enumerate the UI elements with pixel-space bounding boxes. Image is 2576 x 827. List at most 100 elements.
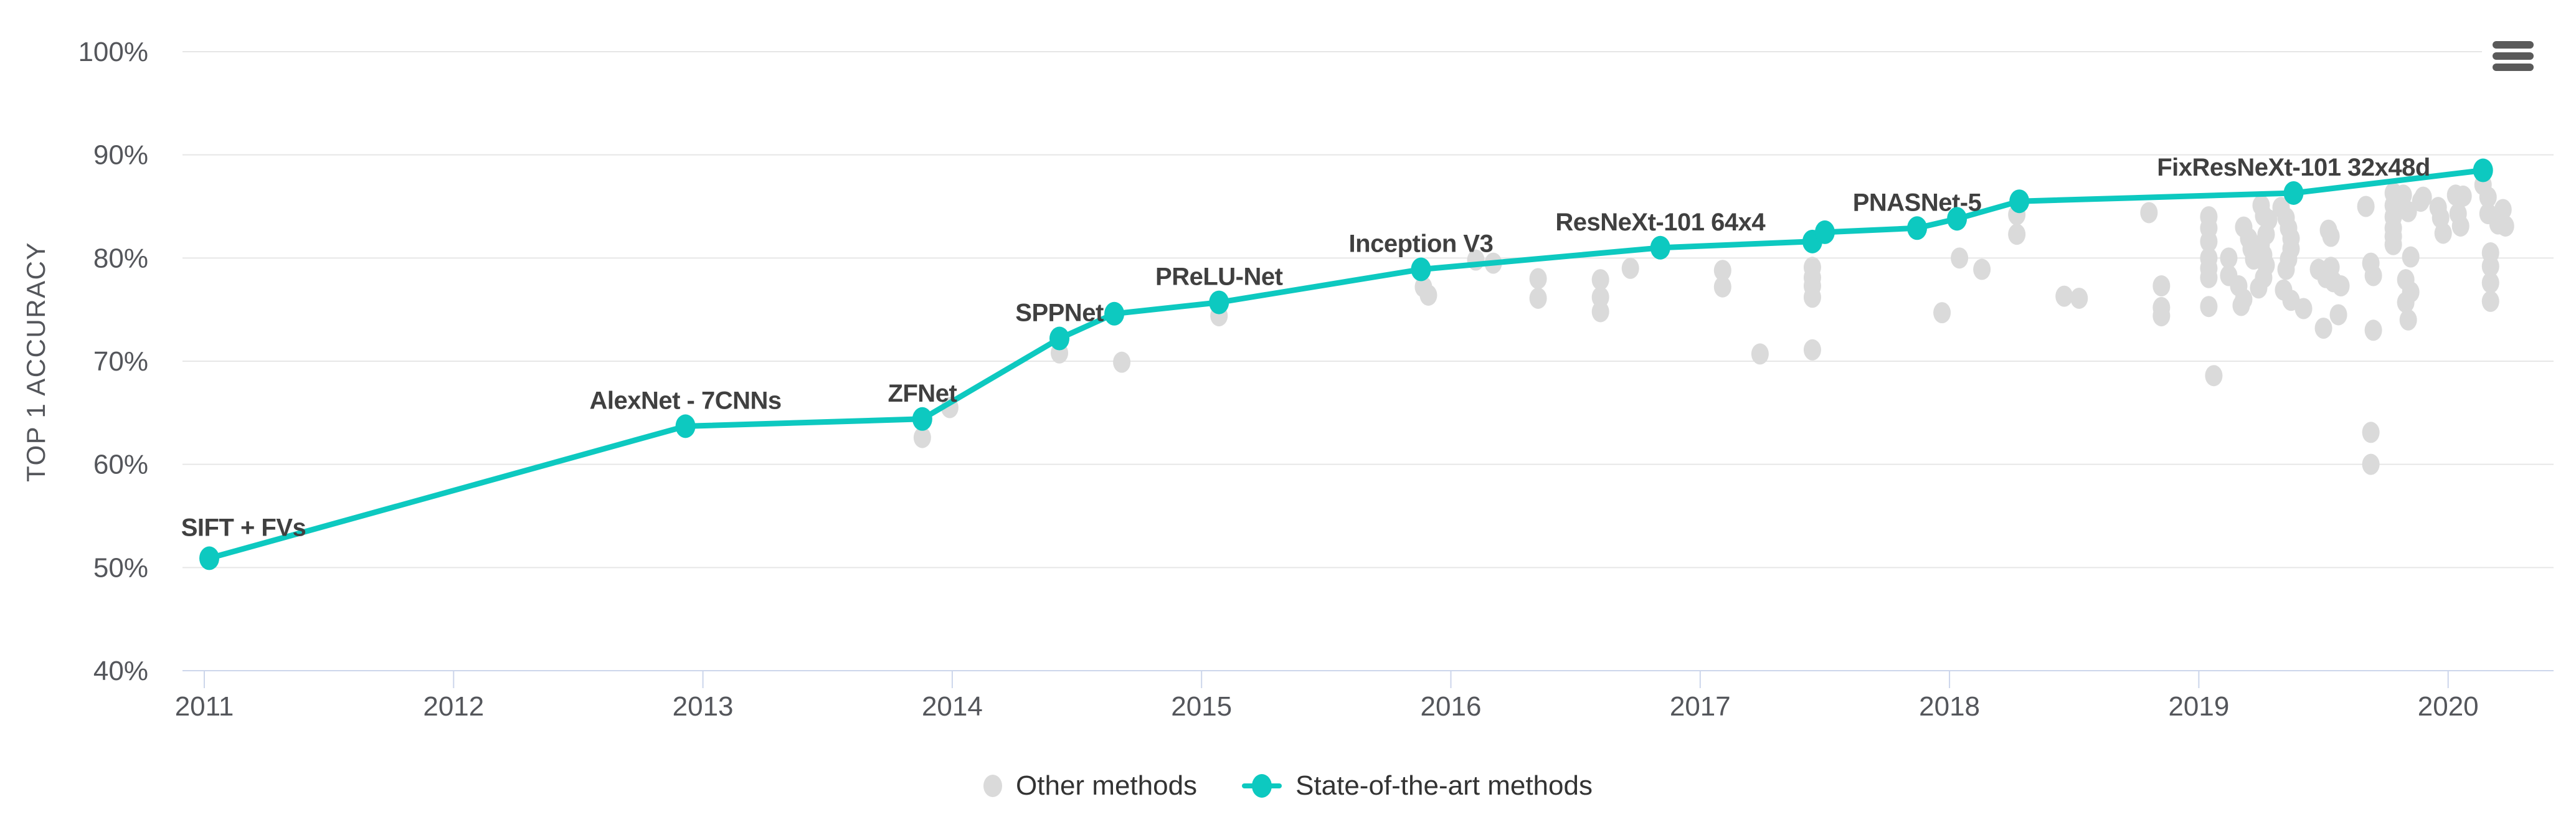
legend-item-sota-methods[interactable]: State-of-the-art methods: [1242, 767, 1593, 805]
y-axis-tick-label: 70%: [93, 346, 148, 377]
sota-point[interactable]: [912, 407, 932, 431]
other-method-point[interactable]: [2200, 230, 2218, 252]
other-method-point[interactable]: [1803, 339, 1821, 361]
other-method-point[interactable]: [2152, 305, 2171, 327]
other-method-point[interactable]: [2362, 453, 2380, 475]
legend-item-other-methods[interactable]: Other methods: [983, 767, 1197, 805]
other-method-point[interactable]: [2451, 215, 2469, 237]
sota-point[interactable]: [1814, 220, 1835, 244]
other-method-point[interactable]: [2200, 267, 2218, 288]
sota-point[interactable]: [1104, 301, 1125, 326]
other-method-point[interactable]: [2140, 202, 2158, 224]
x-axis-tick-label: 2014: [922, 691, 983, 722]
sota-point-label: PReLU-Net: [1155, 263, 1283, 291]
other-method-point[interactable]: [2220, 247, 2238, 269]
y-axis-title: TOP 1 ACCURACY: [21, 242, 50, 482]
sota-point[interactable]: [675, 414, 696, 438]
sota-point[interactable]: [1049, 326, 1070, 351]
sota-point-label: SIFT + FVs: [181, 514, 306, 541]
sota-point-label: AlexNet - 7CNNs: [590, 387, 782, 414]
other-method-point[interactable]: [2481, 290, 2499, 312]
other-method-point[interactable]: [2357, 196, 2375, 217]
other-method-point[interactable]: [2008, 224, 2026, 245]
y-axis-tick-label: 60%: [93, 450, 148, 480]
y-axis-tick-label: 80%: [93, 243, 148, 273]
other-method-point[interactable]: [2414, 186, 2432, 208]
other-method-point[interactable]: [1951, 247, 1969, 269]
other-method-point[interactable]: [2364, 319, 2382, 341]
other-method-point[interactable]: [2235, 288, 2253, 310]
other-method-point[interactable]: [2329, 304, 2347, 326]
sota-point-label: Inception V3: [1349, 230, 1494, 258]
other-method-point[interactable]: [1591, 269, 1609, 291]
legend-label: Other methods: [1016, 770, 1198, 801]
x-axis-tick-label: 2016: [1421, 691, 1482, 722]
other-method-point[interactable]: [2384, 234, 2402, 255]
other-method-point[interactable]: [2394, 184, 2412, 206]
other-method-point[interactable]: [2454, 185, 2472, 207]
sota-point-label: ZFNet: [888, 380, 957, 407]
sota-point[interactable]: [2009, 189, 2030, 214]
sota-line-dot-icon: [1242, 773, 1282, 798]
hamburger-icon: [2493, 64, 2534, 71]
other-method-point[interactable]: [1591, 301, 1609, 323]
other-method-point[interactable]: [2434, 222, 2452, 244]
sota-point[interactable]: [1907, 216, 1928, 240]
x-axis-tick-label: 2011: [175, 691, 234, 722]
chart-menu-button[interactable]: [2490, 39, 2540, 80]
other-method-point[interactable]: [2496, 215, 2514, 237]
other-method-point[interactable]: [2277, 258, 2295, 280]
other-method-point[interactable]: [2481, 272, 2499, 294]
other-method-point[interactable]: [2152, 275, 2171, 297]
other-method-point[interactable]: [1529, 268, 1547, 290]
other-method-point[interactable]: [2362, 422, 2380, 443]
other-method-point[interactable]: [2399, 309, 2417, 331]
other-method-point[interactable]: [2479, 186, 2497, 208]
sota-point[interactable]: [199, 546, 220, 570]
sota-point[interactable]: [2473, 158, 2493, 182]
other-method-point[interactable]: [1113, 351, 1131, 373]
other-method-point[interactable]: [2200, 296, 2218, 318]
other-method-point[interactable]: [2332, 275, 2350, 297]
sota-point[interactable]: [2283, 181, 2304, 205]
other-method-point[interactable]: [1803, 286, 1821, 308]
other-method-point[interactable]: [1751, 343, 1769, 365]
other-method-point[interactable]: [2055, 285, 2073, 307]
other-method-point[interactable]: [2402, 246, 2420, 268]
sota-point[interactable]: [1947, 207, 1968, 231]
legend: Other methods State-of-the-art methods: [0, 767, 2576, 805]
other-method-point[interactable]: [1713, 276, 1731, 298]
other-method-point[interactable]: [913, 427, 931, 448]
other-method-point[interactable]: [2399, 201, 2417, 222]
sota-point[interactable]: [1650, 235, 1670, 260]
y-axis-tick-label: 90%: [93, 140, 148, 171]
other-method-point[interactable]: [1973, 258, 1991, 280]
other-method-point[interactable]: [1419, 284, 1437, 306]
x-axis-tick-label: 2012: [423, 691, 484, 722]
other-methods-dot-icon: [983, 775, 1003, 797]
other-method-point[interactable]: [1933, 302, 1951, 324]
other-method-point[interactable]: [1713, 260, 1731, 281]
x-axis-tick-label: 2017: [1670, 691, 1731, 722]
other-method-point[interactable]: [2070, 287, 2088, 309]
x-axis-tick-label: 2019: [2168, 691, 2229, 722]
other-method-point[interactable]: [2494, 199, 2512, 220]
sota-point[interactable]: [1411, 257, 1431, 281]
other-method-point[interactable]: [1529, 287, 1547, 309]
y-axis-tick-label: 50%: [93, 552, 148, 583]
other-method-point[interactable]: [2250, 277, 2268, 299]
other-method-point[interactable]: [2481, 255, 2499, 277]
other-method-point[interactable]: [2322, 225, 2340, 247]
sota-point[interactable]: [1209, 290, 1229, 314]
other-method-point[interactable]: [2364, 265, 2382, 286]
other-method-point[interactable]: [1621, 257, 1639, 279]
other-method-point[interactable]: [2205, 365, 2223, 387]
other-method-point[interactable]: [2314, 317, 2332, 339]
sota-point-label: SPPNet: [1015, 300, 1104, 327]
other-method-point[interactable]: [2397, 291, 2415, 313]
other-method-point[interactable]: [2294, 298, 2313, 319]
hamburger-icon: [2493, 41, 2534, 49]
x-axis-tick-label: 2018: [1919, 691, 1980, 722]
